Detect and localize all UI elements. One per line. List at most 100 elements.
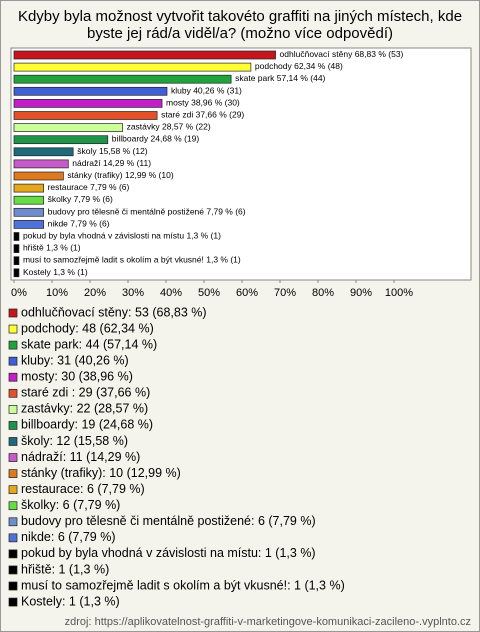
legend-swatch xyxy=(8,308,18,318)
legend-label: musí to samozřejmě ladit s okolím a být … xyxy=(21,578,345,592)
legend-label: nikde: 6 (7,79 %) xyxy=(21,530,116,544)
bar xyxy=(13,99,163,108)
category-label: Kostely xyxy=(23,267,52,277)
x-tick-label: 40% xyxy=(160,287,182,299)
x-tick-label: 60% xyxy=(236,287,258,299)
legend-label: kluby: 31 (40,26 %) xyxy=(21,353,129,367)
legend-swatch xyxy=(8,437,18,446)
bar xyxy=(13,62,252,72)
bar-label: pokud by byla vhodná v závislosti na mís… xyxy=(23,231,221,241)
legend-label: restaurace: 6 (7,79 %) xyxy=(21,482,145,496)
category-label: billboardy xyxy=(112,134,149,144)
legend-swatch xyxy=(8,517,18,527)
x-tick-label: 30% xyxy=(122,287,144,299)
category-label: budovy pro tělesně či mentálně postižené xyxy=(48,207,205,217)
bar xyxy=(13,171,64,181)
bar xyxy=(13,159,69,169)
legend-label: hřiště: 1 (1,3 %) xyxy=(21,562,109,576)
chart-title: Kdyby byla možnost vytvořit takovéto gra… xyxy=(17,8,463,42)
value-label: 12,99 % (10) xyxy=(125,170,174,180)
legend-label: podchody: 48 (62,34 %) xyxy=(21,321,154,335)
bar-label: zastávky 28,57 % (22) xyxy=(127,122,211,132)
legend-label: školy: 12 (15,58 %) xyxy=(21,434,128,448)
value-label: 62,34 % (48) xyxy=(294,61,343,71)
value-label: 1,3 % (1) xyxy=(206,255,241,265)
bar xyxy=(13,50,276,60)
legend-swatch xyxy=(8,324,18,334)
legend-swatch xyxy=(8,356,18,366)
value-label: 68,83 % (53) xyxy=(355,49,404,59)
legend-swatch xyxy=(8,533,18,543)
bar xyxy=(13,183,44,193)
bar xyxy=(13,111,158,120)
source: zdroj: https://aplikovatelnost-graffiti-… xyxy=(65,616,471,628)
bar-label: restaurace 7,79 % (6) xyxy=(48,182,130,192)
legend-swatch xyxy=(8,485,18,495)
bar xyxy=(13,74,232,84)
category-label: staré zdi xyxy=(161,110,193,120)
legend-label: billboardy: 19 (24,68 %) xyxy=(21,418,153,432)
category-label: nikde xyxy=(48,219,69,229)
value-label: 15,58 % (12) xyxy=(99,146,148,156)
bar xyxy=(13,135,109,145)
x-tick-label: 50% xyxy=(198,287,220,299)
legend-swatch xyxy=(8,597,18,607)
category-label: skate park xyxy=(235,73,275,83)
value-label: 7,79 % (6) xyxy=(206,207,245,217)
value-label: 37,66 % (29) xyxy=(196,110,245,120)
value-label: 7,79 % (6) xyxy=(74,194,113,204)
bar-label: stánky (trafiky) 12,99 % (10) xyxy=(67,170,173,180)
value-label: 1,3 % (1) xyxy=(186,231,221,241)
x-tick-label: 20% xyxy=(84,287,106,299)
category-label: musí to samozřejmě ladit s okolím a být … xyxy=(23,255,204,265)
bar-label: musí to samozřejmě ladit s okolím a být … xyxy=(23,255,241,265)
category-label: odhlučňovací stěny xyxy=(280,49,354,59)
value-label: 57,14 % (44) xyxy=(277,73,326,83)
legend-label: školky: 6 (7,79 %) xyxy=(21,498,120,512)
category-label: pokud by byla vhodná v závislosti na mís… xyxy=(23,231,184,241)
legend-label: staré zdi : 29 (37,66 %) xyxy=(21,386,150,400)
bar-label: nikde 7,79 % (6) xyxy=(48,219,110,229)
bar-label: mosty 38,96 % (30) xyxy=(166,98,240,108)
x-tick-label: 70% xyxy=(274,287,296,299)
legend-label: stánky (trafiky): 10 (12,99 %) xyxy=(21,466,181,480)
bar-label: hřiště 1,3 % (1) xyxy=(23,243,81,253)
bar-label: skate park 57,14 % (44) xyxy=(235,73,325,83)
value-label: 38,96 % (30) xyxy=(191,98,240,108)
value-label: 40,26 % (31) xyxy=(193,86,242,96)
category-label: stánky (trafiky) xyxy=(67,170,122,180)
bar xyxy=(13,268,20,278)
bar-label: Kostely 1,3 % (1) xyxy=(23,267,88,277)
bar xyxy=(13,256,20,266)
category-label: nádraží xyxy=(72,158,101,168)
bar xyxy=(13,86,168,96)
bar-label: billboardy 24,68 % (19) xyxy=(112,134,200,144)
legend-swatch xyxy=(8,565,18,575)
x-tick-label: 90% xyxy=(350,287,372,299)
value-label: 1,3 % (1) xyxy=(46,243,81,253)
legend-swatch xyxy=(8,501,18,511)
value-label: 14,29 % (11) xyxy=(103,158,151,168)
legend-swatch xyxy=(8,549,18,559)
value-label: 1,3 % (1) xyxy=(53,267,88,277)
bar-label: staré zdi 37,66 % (29) xyxy=(161,110,244,120)
bar xyxy=(13,244,20,253)
category-label: školky xyxy=(48,194,72,204)
legend-swatch xyxy=(8,421,18,430)
bar xyxy=(13,147,74,157)
legend-swatch xyxy=(8,372,18,382)
bar-label: školky 7,79 % (6) xyxy=(48,194,113,204)
legend-label: pokud by byla vhodná v závislosti na mís… xyxy=(21,546,316,560)
bar-label: nádraží 14,29 % (11) xyxy=(72,158,151,168)
value-label: 24,68 % (19) xyxy=(151,134,200,144)
legend-label: zastávky: 22 (28,57 %) xyxy=(21,402,148,416)
bar-label: školy 15,58 % (12) xyxy=(77,146,148,156)
legend-swatch xyxy=(8,340,18,350)
legend-swatch xyxy=(8,388,18,398)
bar-label: kluby 40,26 % (31) xyxy=(171,86,242,96)
bar xyxy=(13,123,123,132)
legend-label: skate park: 44 (57,14 %) xyxy=(21,337,157,351)
legend-label: odhlučňovací stěny: 53 (68,83 %) xyxy=(21,305,207,319)
